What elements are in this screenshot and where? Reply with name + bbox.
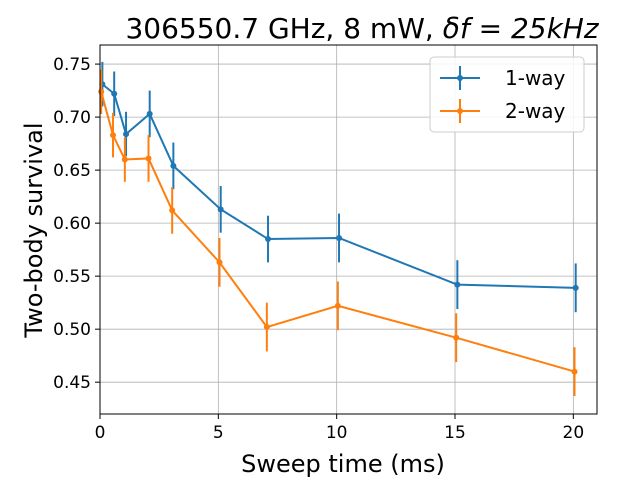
x-axis-label: Sweep time (ms) — [241, 450, 445, 478]
legend-entry-2-way: 2-way — [440, 99, 566, 123]
x-tick-label-2: 10 — [326, 423, 348, 443]
data-point-2-way-7 — [334, 302, 341, 309]
data-point-1-way-4 — [170, 162, 177, 169]
data-point-2-way-0 — [98, 88, 105, 95]
legend-marker-2-way — [457, 108, 463, 114]
data-point-2-way-1 — [110, 132, 117, 139]
chart-title-math: δf = 25kHz — [443, 12, 600, 45]
data-point-2-way-5 — [216, 259, 223, 266]
chart-title-text: 306550.7 GHz, 8 mW, — [125, 12, 442, 45]
legend-marker-1-way — [457, 75, 463, 81]
y-tick-label-1: 0.50 — [53, 320, 91, 340]
data-point-1-way-5 — [217, 206, 224, 213]
x-tick-label-4: 20 — [563, 423, 585, 443]
legend-frame — [429, 56, 585, 133]
y-tick-label-0: 0.45 — [53, 373, 91, 393]
x-tick-label-0: 0 — [95, 423, 106, 443]
data-point-1-way-6 — [265, 236, 272, 243]
data-point-2-way-4 — [169, 207, 176, 214]
data-point-1-way-1 — [111, 90, 118, 97]
data-point-1-way-8 — [454, 281, 461, 288]
data-point-1-way-9 — [572, 284, 579, 291]
x-tick-label-1: 5 — [213, 423, 224, 443]
y-tick-label-2: 0.55 — [53, 267, 91, 287]
data-point-2-way-8 — [453, 334, 460, 341]
data-point-1-way-3 — [146, 110, 153, 117]
y-tick-label-4: 0.65 — [53, 161, 91, 181]
data-point-2-way-3 — [145, 155, 152, 162]
legend: 1-way 2-way — [429, 56, 585, 133]
plot-frame — [99, 44, 598, 415]
y-tick-label-6: 0.75 — [53, 55, 91, 75]
y-tick-label-5: 0.70 — [53, 108, 91, 128]
data-point-1-way-7 — [336, 234, 343, 241]
y-axis-label: Two-body survival — [20, 122, 48, 338]
x-tick-label-3: 15 — [444, 423, 466, 443]
legend-label-2-way: 2-way — [505, 99, 566, 123]
data-point-2-way-6 — [263, 324, 270, 331]
series-line-1-way — [101, 83, 576, 289]
y-tick-label-3: 0.60 — [53, 214, 91, 234]
legend-entry-1-way: 1-way — [440, 66, 566, 90]
data-point-2-way-2 — [121, 156, 128, 163]
legend-label-1-way: 1-way — [505, 66, 566, 90]
data-point-2-way-9 — [571, 368, 578, 375]
chart-title: 306550.7 GHz, 8 mW, δf = 25kHz — [125, 12, 599, 45]
data-point-1-way-2 — [123, 131, 130, 138]
series-line-2-way — [100, 91, 575, 373]
